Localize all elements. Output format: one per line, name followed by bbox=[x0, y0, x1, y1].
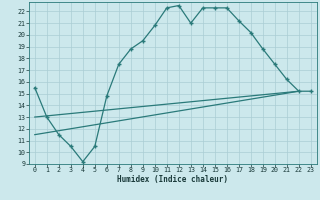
X-axis label: Humidex (Indice chaleur): Humidex (Indice chaleur) bbox=[117, 175, 228, 184]
